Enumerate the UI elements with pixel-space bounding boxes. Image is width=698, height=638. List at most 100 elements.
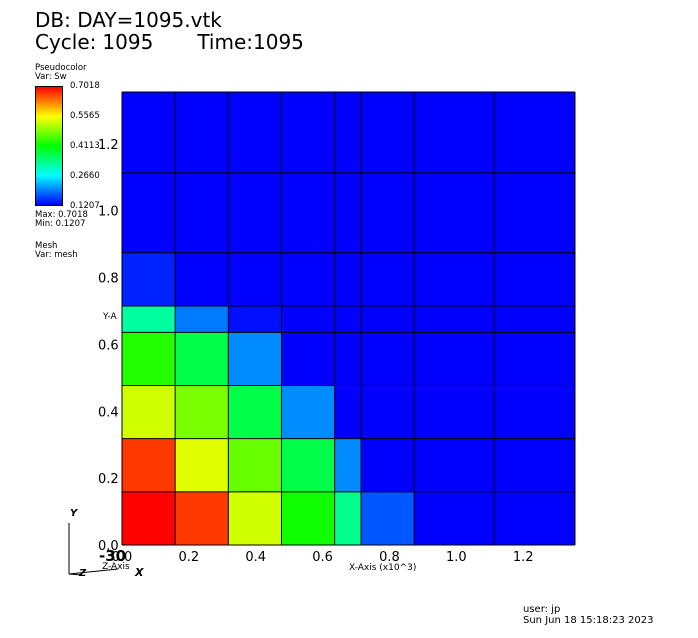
heatmap-cell <box>175 491 229 545</box>
time-label: Time:1095 <box>197 30 304 54</box>
heatmap-cell <box>228 252 282 306</box>
heatmap-cell <box>122 305 176 333</box>
triad-x-line <box>68 568 119 575</box>
heatmap-cell <box>175 92 229 173</box>
heatmap-cell <box>494 491 575 545</box>
legend-tick: 0.2660 <box>70 171 100 181</box>
legend-tick: 0.5565 <box>70 111 100 121</box>
x-axis-title: X-Axis (x10^3) <box>349 563 416 573</box>
heatmap-cell <box>361 172 415 253</box>
triad-z-label: Z <box>78 568 87 579</box>
mesh-legend-title: Mesh <box>35 241 58 251</box>
heatmap-cell <box>122 172 176 253</box>
legend-max: Max: 0.7018 <box>35 210 88 220</box>
heatmap-cell <box>281 385 335 439</box>
max-value: 0.7018 <box>58 210 88 220</box>
y-tick-label: 0.4 <box>98 405 119 420</box>
heatmap-cell <box>281 172 335 253</box>
y-axis-title: Y-A <box>102 312 117 322</box>
heatmap-cell <box>281 252 335 306</box>
heatmap-cell <box>414 92 495 173</box>
heatmap-cell <box>414 305 495 333</box>
y-tick-label: 0.6 <box>98 338 119 353</box>
legend-plot-type: Pseudocolor <box>35 63 87 73</box>
heatmap-cell <box>334 438 362 492</box>
max-label: Max: <box>35 210 56 220</box>
heatmap-cell <box>494 172 575 253</box>
mesh-legend-variable: Var: mesh <box>35 250 78 260</box>
heatmap-cell <box>122 252 176 306</box>
x-tick-label: 0.6 <box>312 550 333 565</box>
heatmap-cell <box>361 491 415 545</box>
heatmap-cell <box>228 172 282 253</box>
min-value: 0.1207 <box>55 219 86 229</box>
heatmap-cell <box>494 92 575 173</box>
heatmap-cell <box>122 491 176 545</box>
heatmap-cell <box>361 252 415 306</box>
z-axis-title: Z-Axis <box>102 562 130 572</box>
heatmap-cell <box>175 438 229 492</box>
heatmap-cell <box>228 491 282 545</box>
heatmap-cell <box>334 252 362 306</box>
mesh-lines <box>121 91 576 546</box>
color-scale-bar <box>35 86 63 206</box>
triad-z-line <box>68 573 83 576</box>
cycle-label: Cycle: <box>35 30 97 54</box>
heatmap-cell <box>334 332 362 386</box>
heatmap-cell <box>414 332 495 386</box>
triad-x-label: X <box>134 566 144 579</box>
y-tick-label: 0.0 <box>98 539 119 554</box>
heatmap-cell <box>334 385 362 439</box>
heatmap-cell <box>122 438 176 492</box>
heatmap-cell <box>175 305 229 333</box>
axes-triad: Y Z X <box>68 508 144 579</box>
heatmap-cell <box>494 438 575 492</box>
heatmap-cell <box>228 438 282 492</box>
z-axis-tick: -30 <box>99 547 126 565</box>
heatmap-cell <box>361 438 415 492</box>
heatmap-cell <box>414 252 495 306</box>
database-title: DB: DAY=1095.vtk <box>35 8 222 32</box>
heatmap-cell <box>361 305 415 333</box>
heatmap-cells <box>122 92 575 545</box>
heatmap-cell <box>281 491 335 545</box>
heatmap-cell <box>122 92 176 173</box>
legend-min: Min: 0.1207 <box>35 219 85 229</box>
heatmap-cell <box>228 305 282 333</box>
x-tick-label: 0.2 <box>179 550 200 565</box>
x-tick-label: 0.4 <box>245 550 266 565</box>
heatmap-cell <box>494 385 575 439</box>
heatmap-cell <box>414 491 495 545</box>
x-axis-ticks: 0.0 0.2 0.4 0.6 0.8 1.0 1.2 <box>112 550 534 565</box>
triad-y-label: Y <box>70 508 79 519</box>
heatmap-cell <box>494 332 575 386</box>
heatmap-cell <box>175 385 229 439</box>
heatmap-cell <box>175 172 229 253</box>
heatmap-cell <box>414 172 495 253</box>
legend-tick: 0.7018 <box>70 81 100 91</box>
x-tick-label: 1.2 <box>513 550 534 565</box>
heatmap-cell <box>414 438 495 492</box>
heatmap-cell <box>175 332 229 386</box>
user-info: user: jp Sun Jun 18 15:18:23 2023 <box>523 604 653 626</box>
heatmap-cell <box>281 305 335 333</box>
heatmap-cell <box>281 438 335 492</box>
y-tick-label: 1.2 <box>98 138 119 153</box>
x-tick-label: 0.8 <box>379 550 400 565</box>
x-tick-label: 0.0 <box>112 550 133 565</box>
heatmap-cell <box>175 252 229 306</box>
heatmap-cell <box>334 172 362 253</box>
heatmap-cell <box>334 305 362 333</box>
legend-variable: Var: Sw <box>35 72 67 82</box>
y-axis-ticks: 0.0 0.2 0.4 0.6 0.8 1.0 1.2 <box>98 138 119 554</box>
min-label: Min: <box>35 219 53 229</box>
heatmap-cell <box>281 92 335 173</box>
x-tick-label: 1.0 <box>446 550 467 565</box>
heatmap-cell <box>228 332 282 386</box>
legend-tick: 0.4113 <box>70 141 100 151</box>
timestamp: Sun Jun 18 15:18:23 2023 <box>523 615 654 626</box>
heatmap-cell <box>414 385 495 439</box>
legend-tick: 0.1207 <box>70 201 100 211</box>
heatmap-cell <box>334 491 362 545</box>
heatmap-cell <box>122 332 176 386</box>
